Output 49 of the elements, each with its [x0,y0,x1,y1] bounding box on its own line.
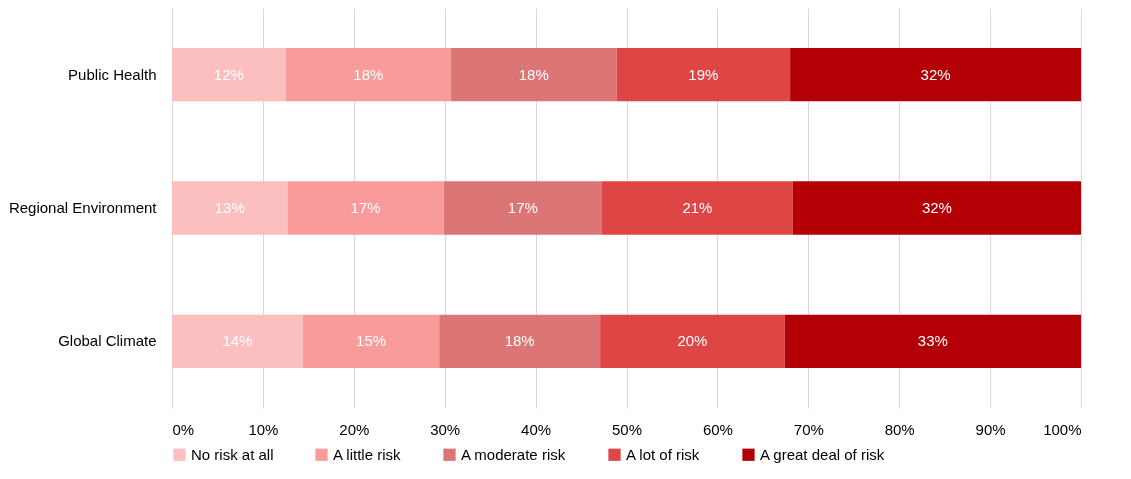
data-label: 17% [350,199,381,216]
x-tick-label: 70% [793,420,824,438]
data-label: 18% [353,65,384,83]
bar [600,314,785,368]
data-label: 18% [518,65,549,83]
data-label: 19% [688,65,719,83]
data-label: 32% [921,199,952,216]
x-tick-label: 80% [884,420,915,438]
data-label: 32% [920,65,951,83]
x-tick-label: 0% [172,420,195,438]
bar [616,48,791,102]
data-label: 20% [677,332,708,350]
bar [601,181,793,235]
x-tick-label: 30% [430,420,461,438]
bar [790,48,1081,102]
bar [302,314,440,368]
data-label: 18% [504,332,535,350]
data-label: 17% [507,199,538,216]
bar [285,48,452,102]
bar [443,181,602,235]
x-tick-label: 10% [248,420,279,438]
data-label: 15% [356,332,387,350]
bar [172,181,288,235]
y-tick-label: Public Health [68,65,157,83]
data-label: 33% [917,332,948,350]
data-label: 13% [214,199,245,216]
bar [172,48,286,102]
data-label: 12% [213,65,244,83]
x-tick-label: 40% [521,420,552,438]
data-label: 21% [682,199,713,216]
x-tick-label: 50% [611,420,643,438]
y-tick-label: Regional Environment [8,199,158,216]
legend-label: A moderate risk [461,445,566,463]
bar [287,181,444,235]
legend-label: A little risk [333,445,402,463]
x-tick-label: 100% [1043,420,1082,438]
x-tick-label: 60% [702,420,733,438]
bar [451,48,617,102]
y-tick-label: Global Climate [58,332,157,350]
legend-label: A lot of risk [626,445,700,463]
data-label: 14% [222,332,253,350]
bar [784,314,1081,368]
legend-label: A great deal of risk [760,445,885,463]
bar [439,314,601,368]
x-tick-label: 90% [975,420,1006,438]
bar [792,181,1081,235]
x-tick-label: 20% [339,420,370,438]
legend-label: No risk at all [191,445,274,463]
bar [172,314,303,368]
